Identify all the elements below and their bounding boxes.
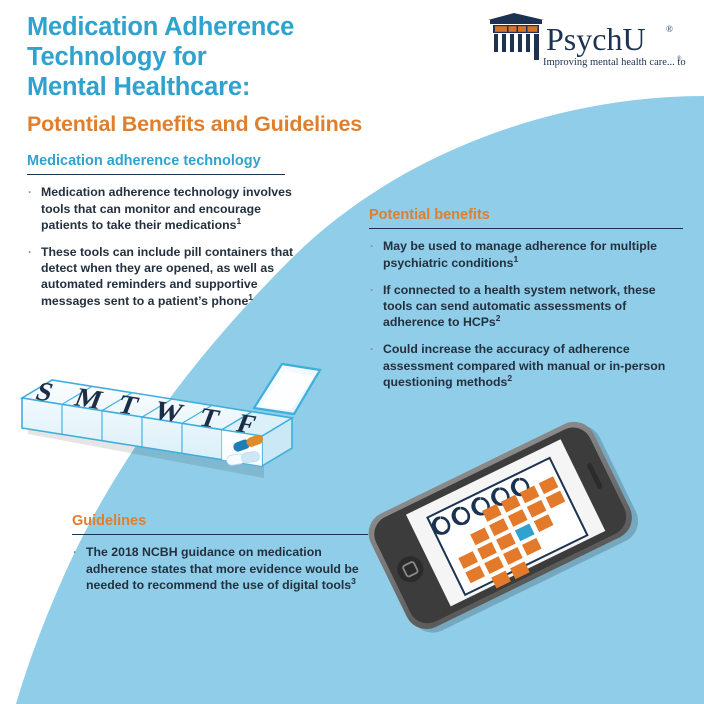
list-item: · If connected to a health system network…	[369, 282, 687, 331]
bullet-reference: 1	[236, 215, 242, 226]
logo-wordmark: PsychU	[546, 21, 646, 57]
list-item: · Could increase the accuracy of adherenc…	[369, 341, 687, 390]
page-subtitle: Potential Benefits and Guidelines	[27, 112, 363, 137]
title-line-1: Medication Adherence	[27, 13, 295, 41]
weekly-pill-organizer-illustration: S M T W T F	[19, 362, 322, 478]
bullet-dot-icon: ·	[370, 282, 374, 297]
bullet-list: · The 2018 NCBH guidance on medication ad…	[72, 544, 372, 593]
bullet-dot-icon: ·	[28, 245, 32, 260]
list-item: · May be used to manage adherence for mul…	[369, 238, 687, 270]
bullet-text: May be used to manage adherence for mult…	[383, 239, 658, 270]
column-icon	[488, 13, 544, 60]
bullet-reference: 2	[495, 313, 501, 324]
bullet-dot-icon: ·	[73, 545, 77, 560]
list-item: · Medication adherence technology involve…	[27, 184, 295, 233]
bullet-text: Medication adherence technology involves…	[41, 185, 292, 232]
bullet-text: The 2018 NCBH guidance on medication adh…	[86, 545, 359, 592]
smartphone-calendar-illustration	[368, 421, 639, 633]
section-divider	[27, 174, 285, 176]
bullet-text: These tools can include pill containers …	[41, 245, 294, 308]
bullet-text: If connected to a health system network,…	[383, 282, 656, 330]
title-line-3: Mental Healthcare:	[27, 72, 251, 101]
bullet-reference: 1	[513, 253, 519, 264]
bullet-text: Could increase the accuracy of adherence…	[383, 342, 666, 389]
bullet-list: · Medication adherence technology involve…	[27, 184, 295, 309]
section-medication-adherence-technology: Medication adherence technology · Medicat…	[27, 153, 295, 309]
bullet-list: · May be used to manage adherence for mul…	[369, 238, 687, 390]
section-heading: Guidelines	[72, 513, 147, 529]
calendar-rings-icon	[431, 477, 530, 535]
section-divider	[369, 228, 683, 230]
title-line-2: Technology for	[27, 42, 207, 71]
calendar-highlight-cell	[514, 523, 535, 542]
pillbox-open-lid	[252, 362, 322, 416]
psychu-logo: PsychU ® Improving mental health care...…	[488, 13, 686, 68]
list-item: · The 2018 NCBH guidance on medication ad…	[72, 544, 372, 593]
section-heading: Potential benefits	[369, 207, 490, 223]
pillbox-body: S M T W T F	[19, 362, 322, 468]
section-potential-benefits: Potential benefits · May be used to manag…	[369, 207, 687, 390]
bullet-reference: 3	[351, 575, 356, 586]
section-heading: Medication adherence technology	[27, 153, 261, 169]
logo-registered-mark: ®	[666, 24, 673, 34]
logo-tagline-mark: ®	[677, 55, 682, 62]
phone-side-button[interactable]	[586, 462, 603, 489]
bullet-dot-icon: ·	[28, 185, 32, 200]
list-item: · These tools can include pill containers…	[27, 244, 295, 309]
calendar-widget	[426, 456, 589, 597]
bullet-dot-icon: ·	[370, 342, 374, 357]
bullet-dot-icon: ·	[370, 239, 374, 254]
calendar-day-cells	[458, 476, 566, 589]
pill-capsules	[226, 434, 264, 466]
home-button-icon[interactable]	[393, 552, 428, 587]
logo-tagline: Improving mental health care... together	[543, 57, 686, 68]
section-guidelines: Guidelines · The 2018 NCBH guidance on me…	[72, 513, 372, 593]
bullet-reference: 2	[507, 372, 513, 383]
page-title: Medication Adherence Technology for Ment…	[27, 13, 362, 138]
bullet-reference: 1	[248, 291, 254, 302]
section-divider	[72, 534, 368, 536]
